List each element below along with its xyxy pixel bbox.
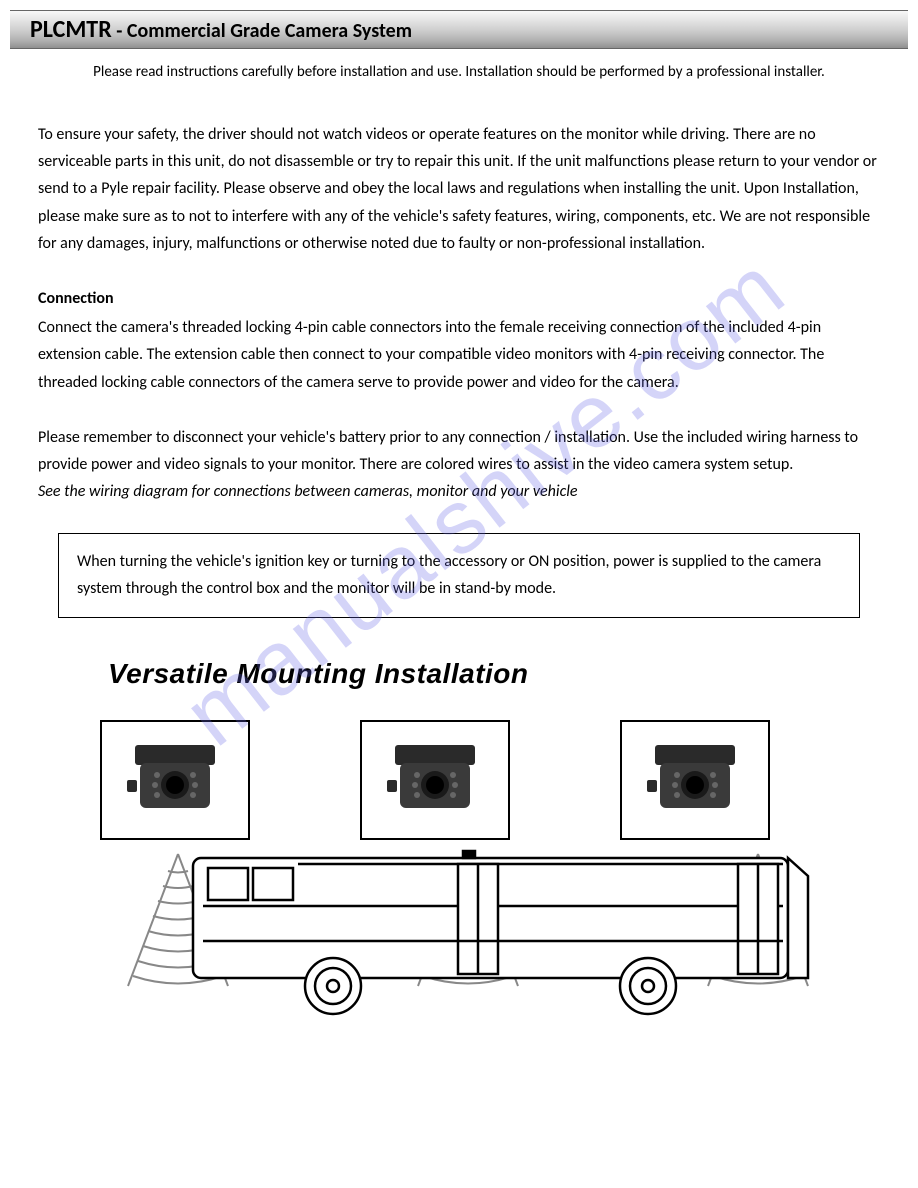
bus-svg [38, 836, 878, 1036]
mounting-diagram: Versatile Mounting Installation [38, 658, 880, 1026]
header-bar: PLCMTR - Commercial Grade Camera System [10, 10, 908, 49]
safety-paragraph: To ensure your safety, the driver should… [38, 121, 880, 257]
product-title: - Commercial Grade Camera System [112, 19, 412, 43]
camera-icon [115, 735, 235, 825]
intro-instruction: Please read instructions carefully befor… [40, 63, 878, 81]
camera-box-2 [360, 720, 510, 840]
connection-paragraph-2: Please remember to disconnect your vehic… [38, 424, 880, 506]
camera-box-3 [620, 720, 770, 840]
camera-icon [375, 735, 495, 825]
ignition-note-box: When turning the vehicle's ignition key … [58, 533, 860, 617]
camera-row [100, 720, 880, 840]
connection-p2-italic: See the wiring diagram for connections b… [38, 482, 578, 501]
diagram-heading: Versatile Mounting Installation [108, 658, 880, 690]
bus-outline [193, 851, 808, 1014]
bus-diagram [38, 836, 880, 1026]
connection-paragraph-1: Connect the camera's threaded locking 4-… [38, 314, 880, 396]
camera-box-1 [100, 720, 250, 840]
content-body: To ensure your safety, the driver should… [0, 121, 918, 618]
connection-p2-text: Please remember to disconnect your vehic… [38, 428, 858, 474]
camera-icon [635, 735, 755, 825]
connection-heading: Connection [38, 285, 880, 312]
product-code: PLCMTR [30, 15, 112, 44]
